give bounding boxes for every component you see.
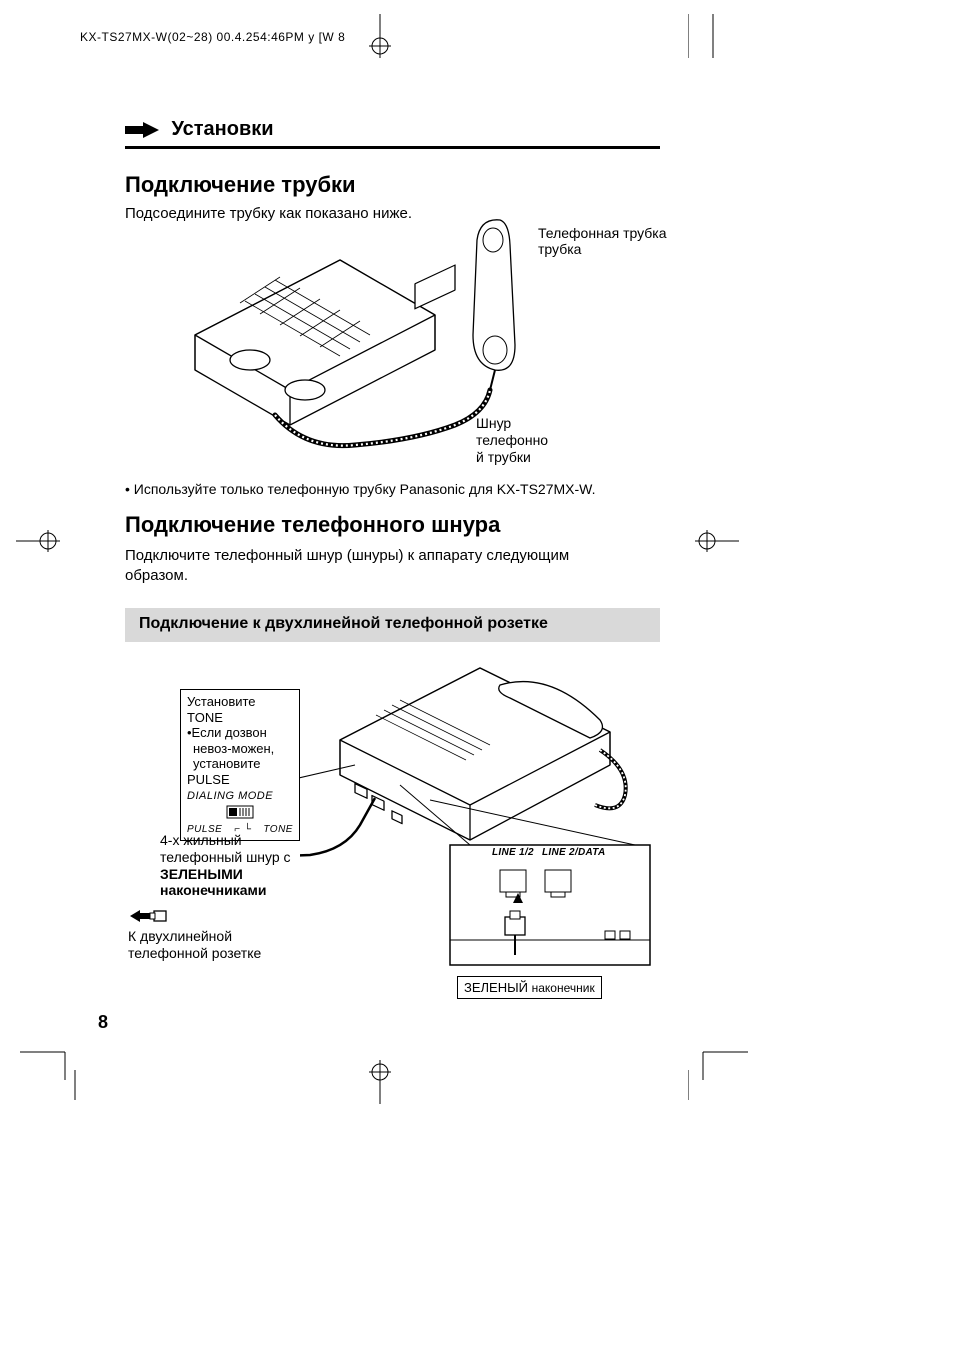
- subheading-text: Подключение к двухлинейной телефонной ро…: [139, 615, 548, 632]
- jack-l1: К двухлинейной: [128, 928, 232, 944]
- page-number: 8: [98, 1012, 108, 1033]
- label-green-tip: ЗЕЛЕНЫЙ наконечник: [457, 976, 602, 999]
- switch-icon: [226, 805, 254, 819]
- arrow-to-jack-icon: [130, 908, 170, 924]
- section-title: Установки: [171, 118, 273, 141]
- callout-l1: Установите TONE: [187, 694, 293, 725]
- callout-l2: •Если дозвон: [187, 725, 293, 741]
- green-tip-2: наконечник: [532, 981, 595, 995]
- callout-dialing-mode: Установите TONE •Если дозвон невоз-можен…: [180, 689, 300, 841]
- label-handset-text1: Телефонная трубка: [538, 225, 667, 241]
- section-rule: [125, 146, 660, 149]
- cord-l4: наконечниками: [160, 882, 266, 898]
- document-page: KX-TS27MX-W(02~28) 00.4.254:46PM y [W 8 …: [0, 0, 954, 1351]
- arrow-right-icon: [125, 121, 159, 139]
- crop-mark-right-mid: [695, 530, 739, 552]
- label-line12: LINE 1/2: [492, 847, 534, 859]
- label-cord-l2: телефонно: [476, 432, 548, 448]
- heading-linecord: Подключение телефонного шнура: [125, 512, 500, 538]
- callout-l4: установите: [187, 756, 293, 772]
- callout-l5: PULSE: [187, 772, 293, 788]
- cord-l3: ЗЕЛЕНЫМИ: [160, 866, 243, 882]
- label-4wire-cord: 4-х жильный телефонный шнур с ЗЕЛЕНЫМИ н…: [160, 832, 291, 899]
- section-header: Установки: [125, 118, 660, 141]
- callout-dialing-mode-label: DIALING MODE: [187, 790, 293, 803]
- green-tip-1: ЗЕЛЕНЫЙ: [464, 980, 528, 995]
- jack-l2: телефонной розетке: [128, 945, 261, 961]
- label-to-jack: К двухлинейной телефонной розетке: [128, 928, 261, 962]
- diagram-linecord-connection: [300, 650, 660, 1000]
- label-line2data: LINE 2/DATA: [542, 847, 606, 859]
- crop-mark-top-right: [688, 14, 728, 58]
- crop-mark-bottom-center: [369, 1060, 391, 1104]
- label-cord-l3: й трубки: [476, 449, 531, 465]
- crop-mark-top-center: [369, 14, 391, 58]
- crop-mark-bottom-right: [688, 1040, 748, 1100]
- crop-mark-bottom-left: [20, 1040, 80, 1100]
- callout-l3: невоз-можен,: [187, 741, 293, 757]
- subheading-bar: Подключение к двухлинейной телефонной ро…: [125, 608, 660, 642]
- note-handset: • Используйте только телефонную трубку P…: [125, 480, 596, 499]
- cord-l1: 4-х жильный: [160, 832, 242, 848]
- header-metadata: KX-TS27MX-W(02~28) 00.4.254:46PM y [W 8: [80, 30, 345, 44]
- crop-mark-left-mid: [16, 530, 60, 552]
- label-cord-l1: Шнур: [476, 415, 511, 431]
- label-cord: Шнур телефонно й трубки: [476, 415, 548, 465]
- label-handset: Телефонная трубка: [538, 225, 667, 242]
- cord-l2: телефонный шнур с: [160, 849, 291, 865]
- heading-handset: Подключение трубки: [125, 172, 356, 198]
- instruction-linecord: Подключите телефонный шнур (шнуры) к апп…: [125, 546, 625, 587]
- label-handset-2: трубка: [538, 241, 581, 258]
